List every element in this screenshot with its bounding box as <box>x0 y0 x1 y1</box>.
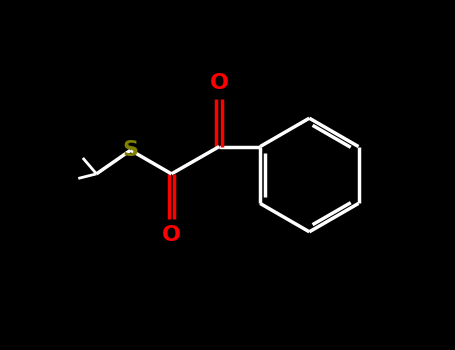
Text: O: O <box>210 74 229 93</box>
Text: S: S <box>122 140 139 160</box>
Text: O: O <box>162 225 181 245</box>
